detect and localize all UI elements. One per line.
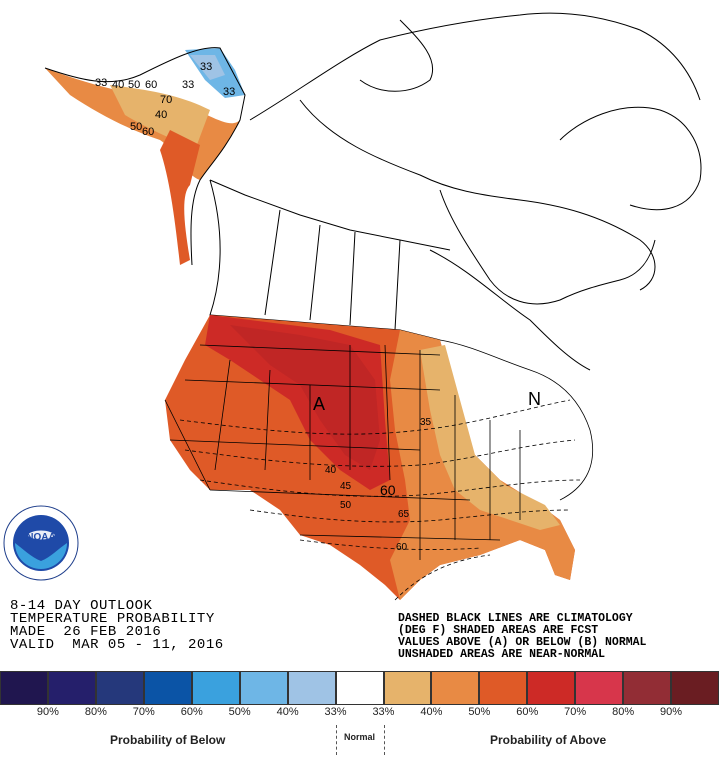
legend-swatch (47, 671, 96, 705)
alaska-label: 40 (112, 79, 124, 91)
alaska-label: 33 (182, 79, 194, 91)
conus-shading (165, 315, 575, 600)
normal-label: Normal (344, 732, 376, 742)
contour-label: 50 (340, 500, 352, 511)
contour-label: 60 (380, 482, 396, 498)
separator (384, 725, 385, 755)
legend-tick-label: 50% (228, 706, 251, 718)
outlook-map: A N 33 33 33 40 50 60 70 60 50 40 33 35 … (44, 12, 702, 601)
legend-swatch (623, 671, 672, 705)
state-lines (164, 339, 594, 560)
legend-tick-label: 33% (324, 706, 347, 718)
legend-ticks: 90% 80% 70% 60% 50% 40% 33% 33% 40% 50% 60% 70% 80% 9… (0, 706, 719, 720)
alaska-label: 40 (155, 109, 167, 121)
legend-swatch (287, 671, 336, 705)
normal-marker: N (528, 389, 541, 409)
alaska-label: 50 (128, 79, 140, 91)
contour-label: 60 (396, 542, 408, 553)
probability-below-label: Probability of Below (110, 733, 226, 747)
legend-swatch (479, 671, 528, 705)
legend-bar (0, 671, 719, 705)
alaska-label: 33 (223, 86, 235, 98)
alaska-outline (44, 47, 246, 266)
legend-tick-label: 40% (420, 706, 443, 718)
alaska-label: 70 (160, 94, 172, 106)
title-line: VALID MAR 05 - 11, 2016 (10, 637, 224, 653)
legend-swatch (431, 671, 480, 705)
contour-label: 45 (340, 481, 352, 492)
noaa-logo: NOAA (3, 505, 79, 581)
title-line: 8-14 DAY OUTLOOK (10, 598, 153, 614)
legend-tick-label: 60% (516, 706, 539, 718)
legend-swatch (239, 671, 288, 705)
legend-tick-label: 80% (612, 706, 635, 718)
legend-swatch (0, 671, 48, 705)
legend-tick-label: 33% (372, 706, 395, 718)
title-line: MADE 26 FEB 2016 (10, 624, 162, 640)
alaska-label: 50 (130, 121, 142, 133)
probability-above-label: Probability of Above (490, 733, 607, 747)
alaska-label: 33 (200, 61, 212, 73)
legend-swatch (191, 671, 240, 705)
land-outlines (209, 12, 702, 371)
svg-text:NOAA: NOAA (26, 532, 55, 543)
contour-label: 35 (420, 417, 432, 428)
legend-tick-label: 50% (468, 706, 491, 718)
alaska-label: 33 (95, 77, 107, 89)
climatology-lines (179, 399, 581, 601)
legend-tick-label: 70% (132, 706, 155, 718)
legend-swatch (575, 671, 624, 705)
title-block: 8-14 DAY OUTLOOK TEMPERATURE PROBABILITY… (10, 598, 224, 653)
legend-swatch (335, 671, 384, 705)
alaska-label: 60 (145, 79, 157, 91)
note-line: VALUES ABOVE (A) OR BELOW (B) NORMAL (398, 636, 647, 649)
note-line: (DEG F) SHADED AREAS ARE FCST (398, 624, 599, 637)
alaska-label: 60 (142, 126, 154, 138)
note-line: DASHED BLACK LINES ARE CLIMATOLOGY (398, 612, 633, 625)
legend-tick-label: 90% (36, 706, 59, 718)
legend-swatch (143, 671, 192, 705)
legend-swatch (527, 671, 576, 705)
legend-tick-label: 70% (564, 706, 587, 718)
legend-tick-label: 60% (180, 706, 203, 718)
contour-label: 40 (325, 465, 337, 476)
legend-swatch (671, 671, 719, 705)
legend-tick-label: 90% (660, 706, 683, 718)
above-marker: A (313, 394, 325, 414)
legend-swatch (95, 671, 144, 705)
legend-tick-label: 80% (84, 706, 107, 718)
legend-tick-label: 40% (276, 706, 299, 718)
alaska-shading (45, 48, 245, 265)
note-line: UNSHADED AREAS ARE NEAR-NORMAL (398, 648, 606, 661)
title-line: TEMPERATURE PROBABILITY (10, 611, 215, 627)
legend-swatch (383, 671, 432, 705)
contour-label: 65 (398, 509, 410, 520)
separator (336, 725, 337, 755)
notes-block: DASHED BLACK LINES ARE CLIMATOLOGY (DEG … (398, 613, 646, 661)
